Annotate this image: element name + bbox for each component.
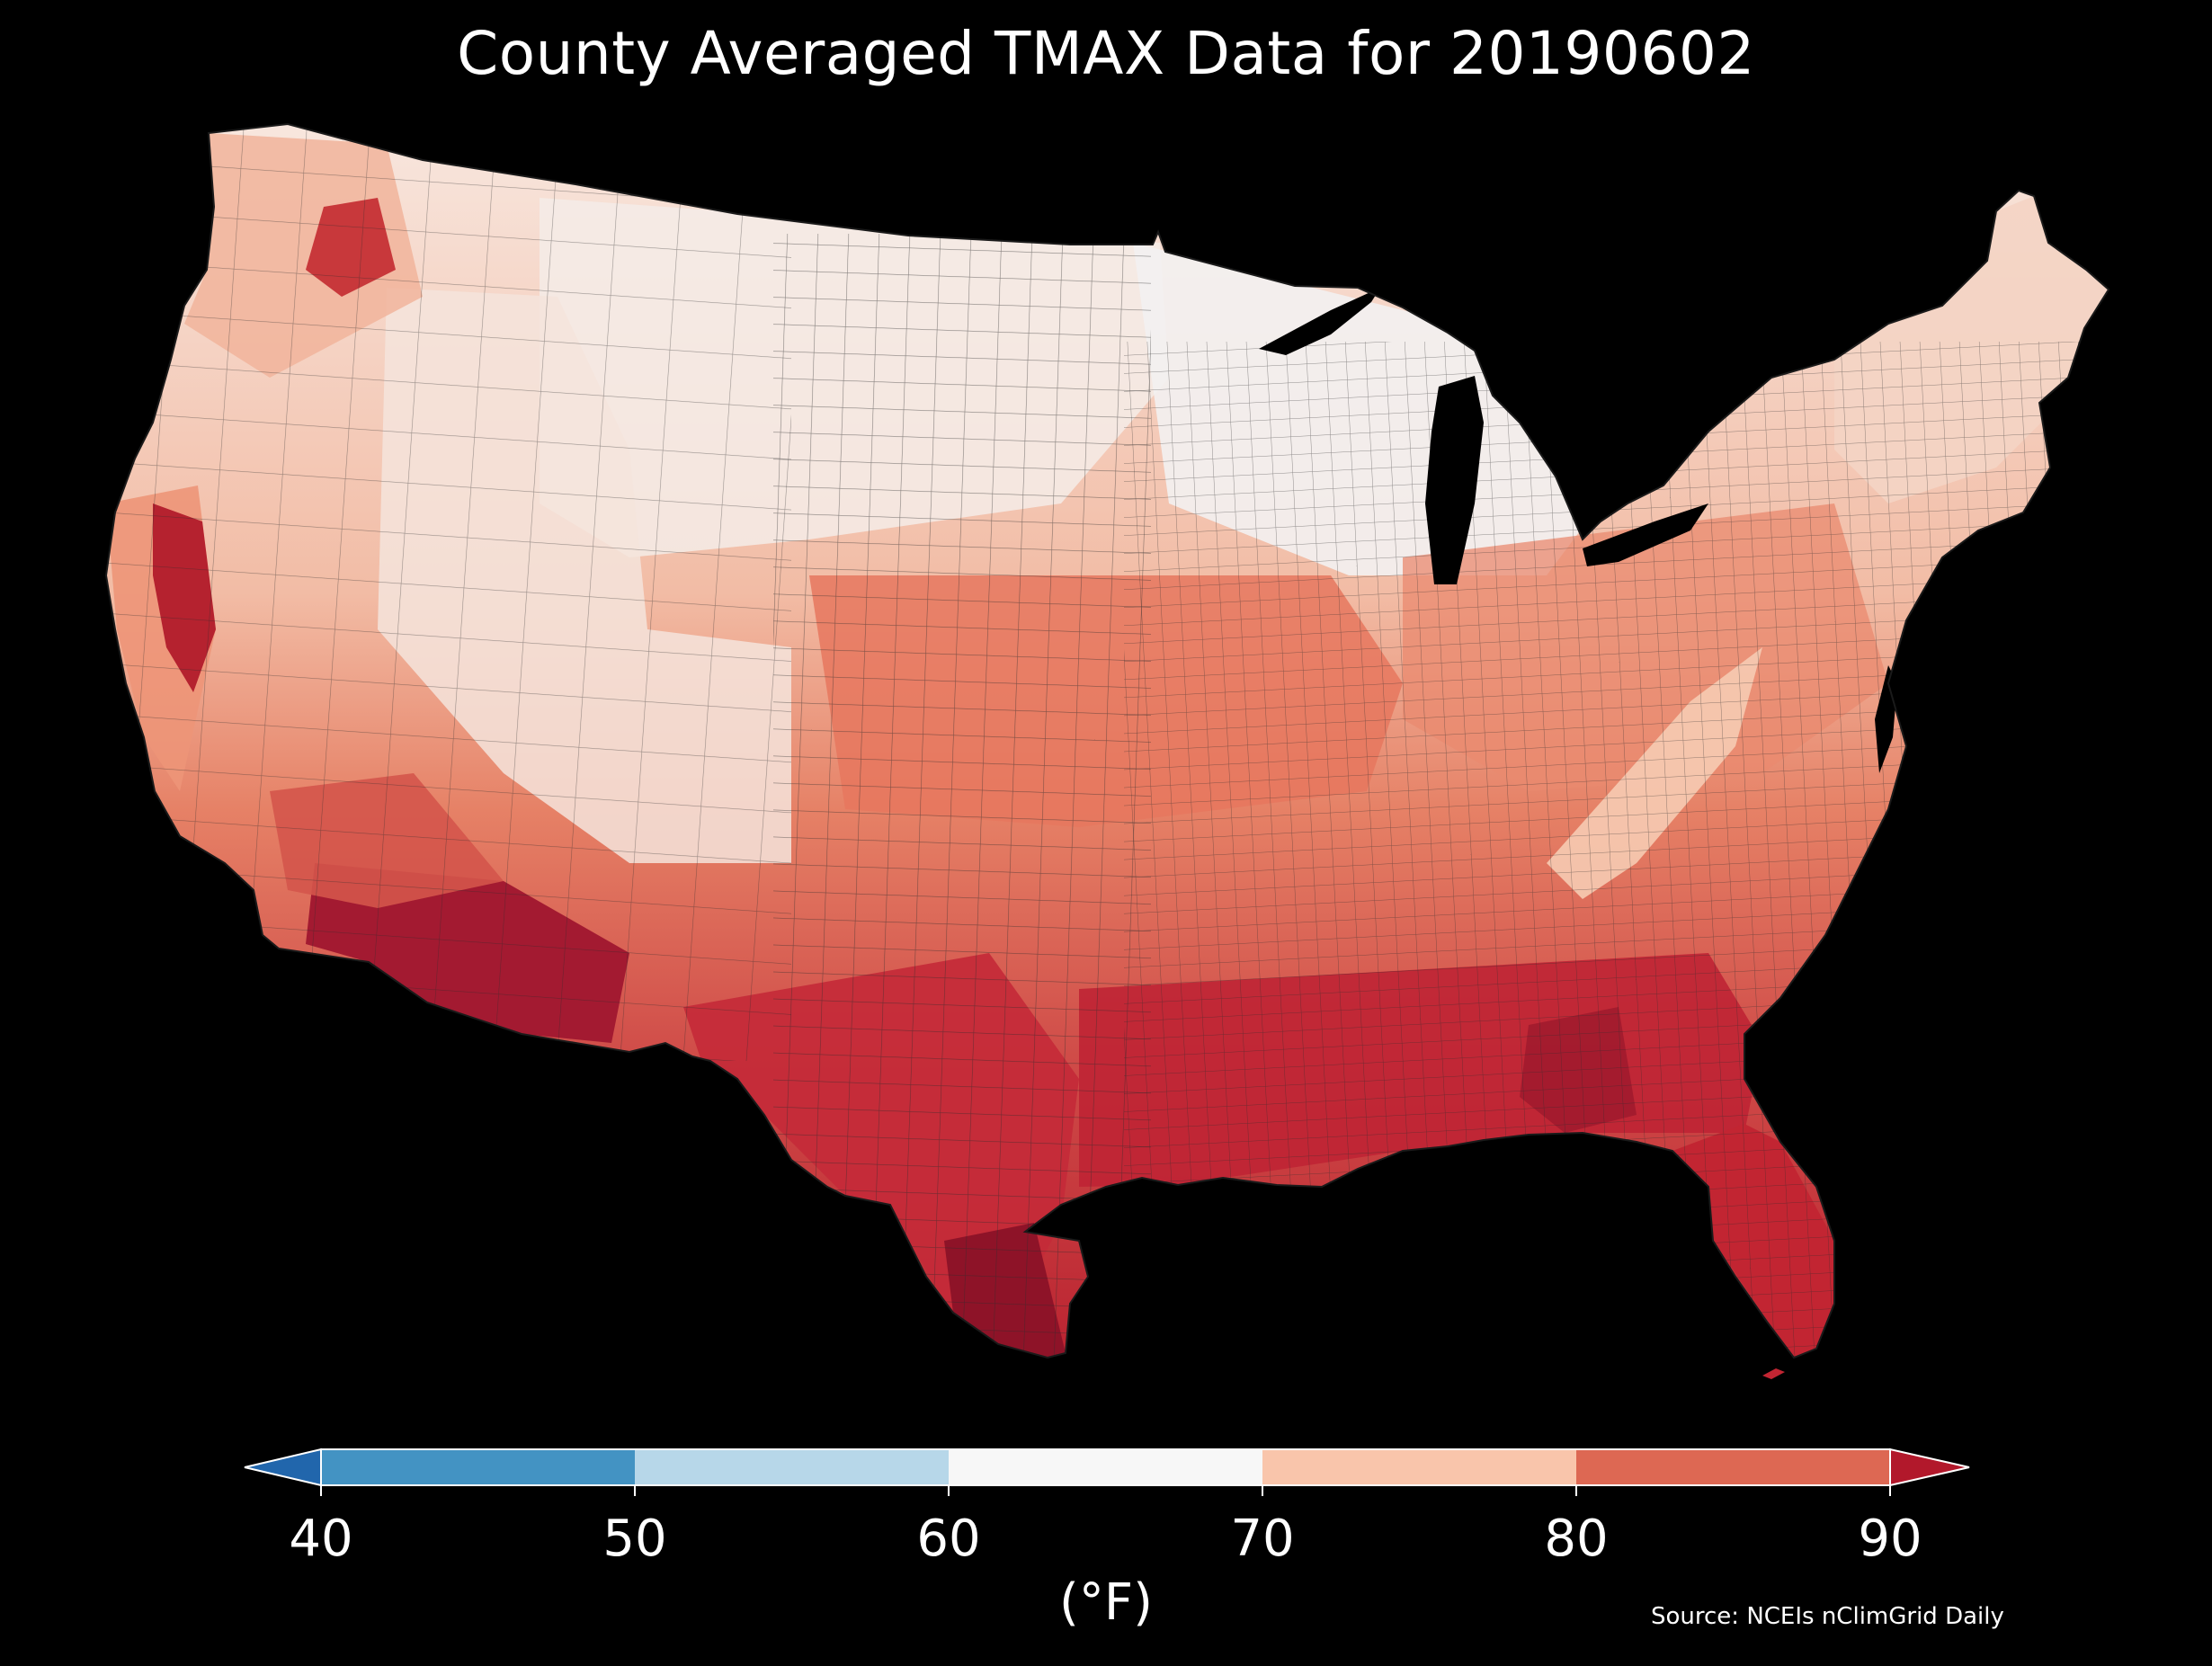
lake-huron: [1520, 387, 1592, 503]
florida-keys: [1762, 1368, 1785, 1379]
us-outline: [104, 122, 2110, 1359]
colorbar-under-arrow: [244, 1448, 322, 1487]
colorbar: [244, 1448, 1970, 1496]
colorbar-bin-60-70: [949, 1449, 1262, 1485]
county-boundaries-east: [1124, 342, 2109, 1358]
county-boundaries-central: [773, 234, 1151, 1358]
colorbar-bin-70-80: [1262, 1449, 1576, 1485]
colorbar-frame: [320, 1448, 1891, 1486]
tick-label-80: 80: [1544, 1510, 1609, 1568]
colorbar-bin-50-60: [635, 1449, 949, 1485]
great-lakes: [1259, 288, 1897, 773]
tick-label-60: 60: [916, 1510, 981, 1568]
tick-label-50: 50: [602, 1510, 667, 1568]
tick-label-70: 70: [1230, 1510, 1295, 1568]
tick-label-40: 40: [289, 1510, 353, 1568]
colorbar-bin-80-90: [1576, 1449, 1890, 1485]
map-title: County Averaged TMAX Data for 20190602: [457, 19, 1755, 88]
source-note: Source: NCEIs nClimGrid Daily: [1651, 1603, 2004, 1630]
lake-erie: [1583, 503, 1708, 566]
lake-michigan: [1425, 376, 1484, 584]
county-boundaries-west: [106, 124, 791, 1061]
colorbar-over-arrow: [1889, 1448, 1970, 1487]
colorbar-bin-40-50: [321, 1449, 635, 1485]
colorbar-units-label: (°F): [1059, 1573, 1153, 1632]
contiguous-us-map: [106, 124, 2109, 1358]
tick-label-90: 90: [1858, 1510, 1922, 1568]
lake-superior: [1259, 288, 1380, 355]
colorbar-tick-marks: [320, 1485, 1891, 1496]
